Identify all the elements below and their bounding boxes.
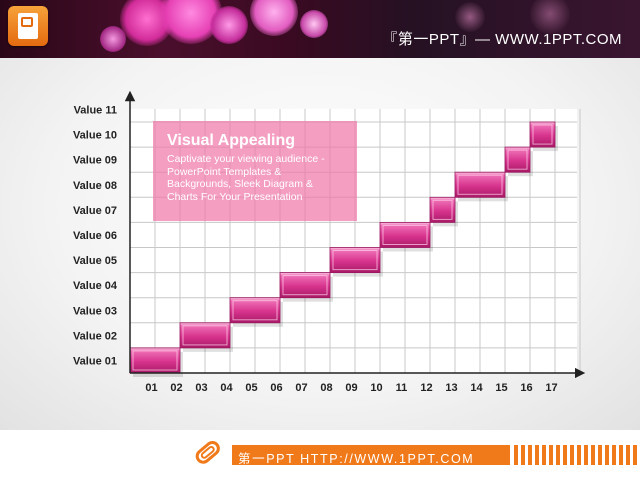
footer-stripes [514,445,640,465]
bar [279,272,331,299]
bar-bevel [457,174,503,195]
x-tick-label: 12 [420,382,432,394]
bar-bevel [382,224,428,245]
x-tick-label: 07 [295,382,307,394]
bokeh-light [250,0,298,36]
footer-bar [232,445,510,465]
x-tick-label: 05 [245,382,257,394]
footer-link[interactable]: 第一PPT HTTP://WWW.1PPT.COM [238,452,475,466]
y-tick-label: Value 06 [73,230,117,242]
x-tick-label: 15 [495,382,507,394]
x-tick-label: 06 [270,382,282,394]
x-tick-label: 13 [445,382,457,394]
bar [454,171,506,198]
callout-title: Visual Appealing [167,132,296,149]
bar-bevel [232,300,278,321]
bar-bevel [507,149,528,170]
callout-box: Visual Appealing Captivate your viewing … [153,121,357,221]
bar-bevel [432,199,453,220]
header-banner: 『第一PPT』— WWW.1PPT.COM [0,0,640,58]
bar [179,322,231,349]
bar-bevel [332,250,378,271]
y-tick-label: Value 10 [73,130,117,142]
x-tick-label: 04 [220,382,233,394]
bar [504,146,531,173]
bokeh-light [100,26,126,52]
bar-bevel [132,350,178,371]
y-tick-label: Value 04 [73,280,118,292]
bokeh-light [455,2,485,32]
bar [129,347,181,374]
x-tick-label: 16 [520,382,532,394]
y-tick-label: Value 08 [73,180,117,192]
bar [529,121,556,148]
bar-bevel [282,275,328,296]
x-tick-label: 03 [195,382,207,394]
bokeh-light [300,10,328,38]
bar [379,221,431,248]
y-tick-label: Value 11 [74,104,117,116]
bar-bevel [532,124,553,145]
x-tick-label: 17 [545,382,557,394]
staircase-chart: 01 02 03 04 05 06 07 08 09 10 11 12 13 14 15 16 17 Value … [73,90,586,394]
x-tick-label: 08 [320,382,332,394]
x-tick-label: 14 [470,382,483,394]
x-tick-label: 10 [370,382,382,394]
powerpoint-file-icon [8,6,48,46]
bar-bevel [182,325,228,346]
y-tick-label: Value 01 [73,355,117,367]
y-tick-label: Value 03 [73,305,117,317]
page-title: 『第一PPT』— WWW.1PPT.COM [382,31,622,48]
x-tick-label: 02 [170,382,182,394]
y-tick-label: Value 09 [73,155,117,167]
bokeh-light [210,6,248,44]
paperclip-icon [195,441,220,464]
x-tick-label: 11 [396,382,408,394]
y-tick-label: Value 05 [73,255,117,267]
bokeh-light [530,0,570,34]
bar [229,297,281,324]
y-tick-label: Value 07 [73,205,117,217]
callout-body: Captivate your viewing audience - PowerP… [167,153,325,203]
bar [329,247,381,274]
x-tick-label: 01 [145,382,157,394]
bar [429,196,456,223]
x-tick-label: 09 [345,382,357,394]
y-tick-label: Value 02 [73,330,117,342]
